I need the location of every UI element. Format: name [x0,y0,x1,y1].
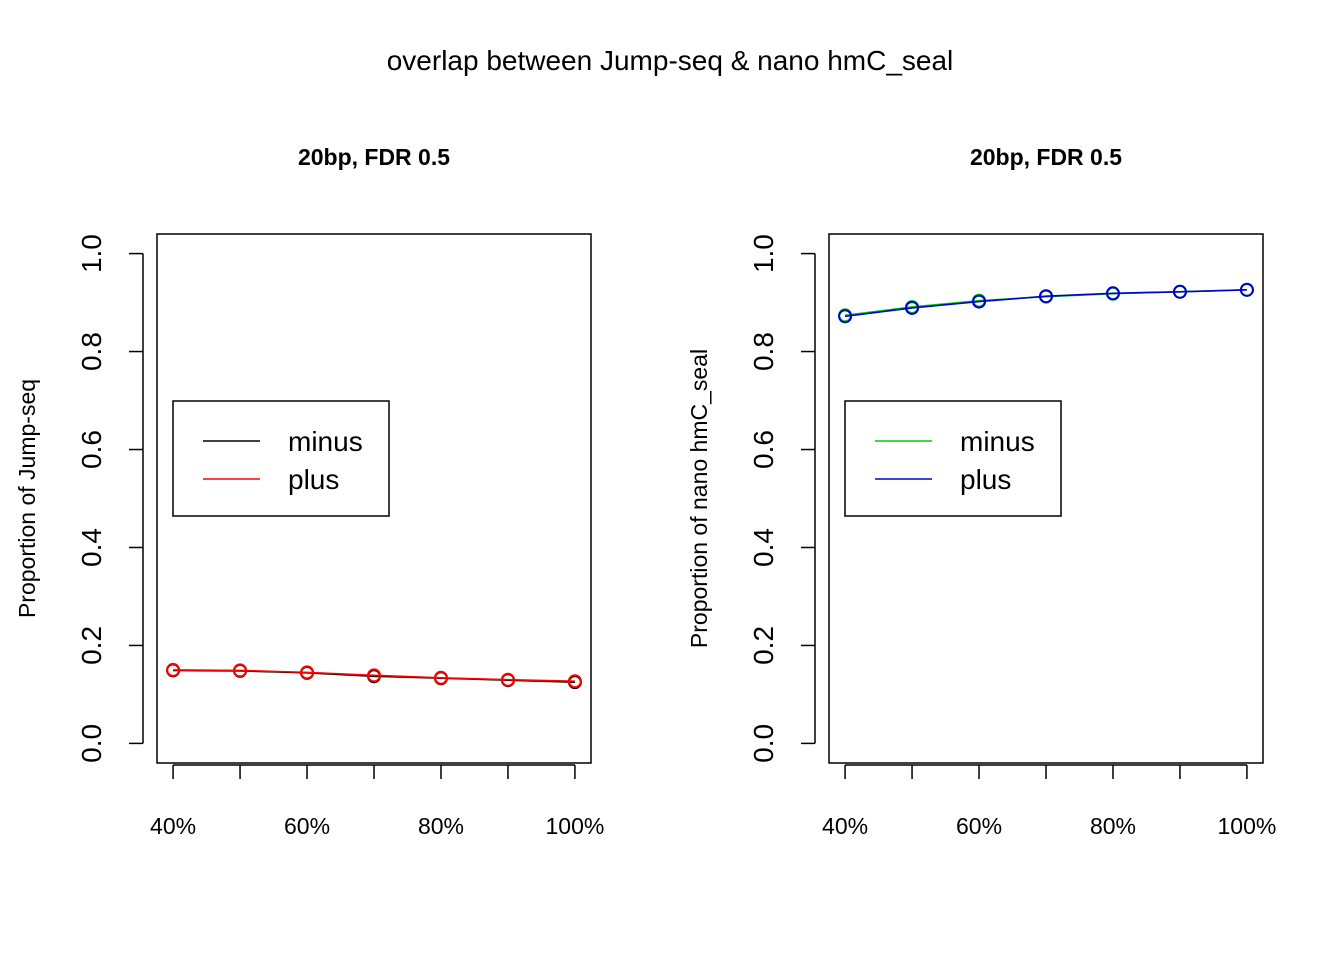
x-tick-label: 100% [1218,813,1277,839]
panel-title: 20bp, FDR 0.5 [970,144,1122,170]
y-tick-label: 0.0 [76,724,107,763]
legend-label: plus [960,464,1011,495]
legend-label: plus [288,464,339,495]
plot-frame [828,233,1264,764]
left-panel: 20bp, FDR 0.5 0.0 0.2 0.4 0.6 0.8 1.0 40% 60% 80%… [14,144,604,839]
right-panel: 20bp, FDR 0.5 0.0 0.2 0.4 0.6 0.8 1.0 40% 60% 80%… [686,144,1276,839]
panel-title: 20bp, FDR 0.5 [298,144,450,170]
y-tick-label: 1.0 [748,234,779,273]
y-axis-label: Proportion of nano hmC_seal [686,349,712,648]
legend-label: minus [288,426,363,457]
data-point-plus [166,662,181,677]
y-tick-label: 0.2 [748,626,779,665]
y-axis-label: Proportion of Jump-seq [14,379,40,618]
legend: minus plus [844,400,1062,517]
data-point-plus [1039,289,1053,304]
y-tick-label: 0.4 [76,528,107,567]
legend-box [172,400,390,517]
y-tick-label: 0.8 [748,332,779,371]
series-line-plus [173,669,575,683]
figure-title: overlap between Jump-seq & nano hmC_seal [387,45,954,76]
data-point-plus [567,674,582,689]
data-point-plus [500,672,515,687]
legend-box [844,400,1062,517]
series-line-plus [844,289,1247,318]
y-tick-label: 1.0 [76,234,107,273]
x-tick-label: 40% [822,813,868,839]
data-point-plus [1239,282,1254,297]
legend-label: minus [960,426,1035,457]
data-point-plus [905,300,920,315]
y-tick-label: 0.6 [76,430,107,469]
data-point-plus [972,294,987,309]
data-point-plus [233,663,248,678]
data-point-plus [433,670,448,685]
x-tick-label: 80% [1090,813,1136,839]
y-tick-label: 0.8 [76,332,107,371]
legend: minus plus [172,400,390,517]
data-point-plus [1105,286,1120,301]
x-tick-label: 40% [150,813,196,839]
data-point-plus [838,309,853,324]
y-tick-label: 0.4 [748,528,779,567]
x-tick-label: 100% [546,813,605,839]
x-tick-label: 80% [418,813,464,839]
data-point-plus [300,665,315,680]
y-tick-label: 0.6 [748,430,779,469]
y-tick-label: 0.0 [748,724,779,763]
data-point-plus [367,668,381,683]
plot-frame [156,233,592,764]
x-tick-label: 60% [956,813,1002,839]
y-tick-label: 0.2 [76,626,107,665]
data-point-plus [1172,284,1187,299]
x-tick-label: 60% [284,813,330,839]
